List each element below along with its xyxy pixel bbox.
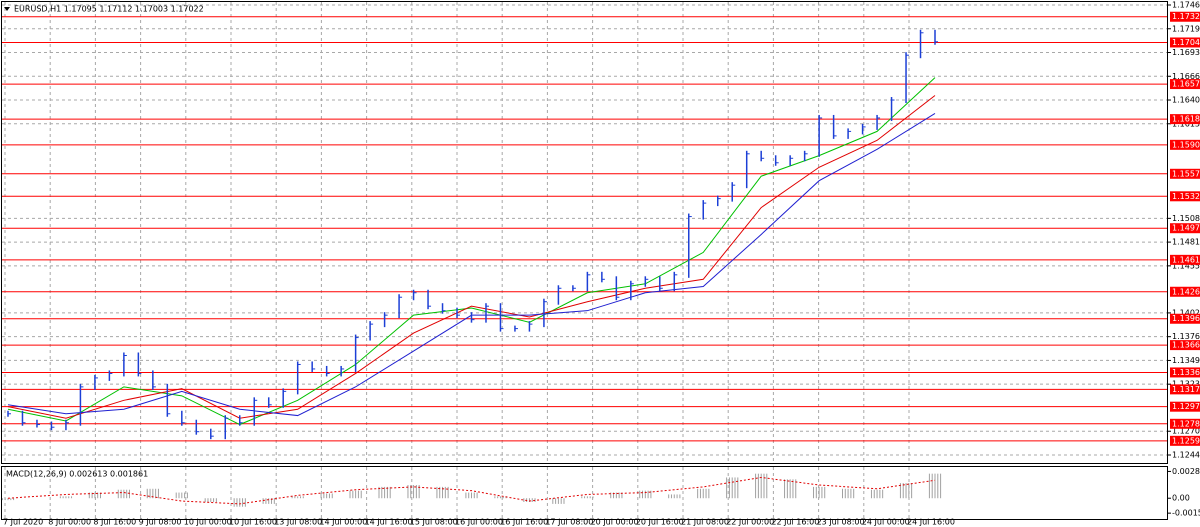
moving-average xyxy=(7,95,936,419)
level-label-box xyxy=(1170,286,1200,297)
macd-y-tick-label: 0.002837 xyxy=(1172,467,1200,476)
level-label: 1.15326 xyxy=(1172,192,1200,201)
level-label-box xyxy=(1170,418,1200,429)
level-label-box xyxy=(1170,139,1200,150)
macd-header: MACD(12,26,9) 0.002613 0.001861 xyxy=(6,470,148,479)
level-label-box xyxy=(1170,340,1200,351)
level-label-box xyxy=(1170,384,1200,395)
y-tick-label: 1.16665 xyxy=(1172,72,1200,81)
x-tick-label: 20 Jul 16:00 xyxy=(636,518,684,527)
level-label-box xyxy=(1170,435,1200,446)
x-tick-label: 15 Jul 08:00 xyxy=(410,518,458,527)
x-tick-label: 22 Jul 00:00 xyxy=(726,518,774,527)
level-label: 1.17329 xyxy=(1172,12,1200,21)
level-label-box xyxy=(1170,367,1200,378)
y-tick-label: 1.14815 xyxy=(1172,238,1200,247)
y-tick-label: 1.17460 xyxy=(1172,1,1200,10)
y-tick-label: 1.12705 xyxy=(1172,427,1200,436)
level-label: 1.12979 xyxy=(1172,402,1200,411)
level-label-box xyxy=(1170,191,1200,202)
main-pane-frame xyxy=(1,1,1168,464)
x-tick-label: 24 Jul 16:00 xyxy=(907,518,955,527)
x-tick-label: 8 Jul 16:00 xyxy=(93,518,136,527)
level-label: 1.14617 xyxy=(1172,255,1200,264)
x-tick-label: 16 Jul 00:00 xyxy=(455,518,503,527)
level-label: 1.17042 xyxy=(1172,38,1200,47)
level-label: 1.13172 xyxy=(1172,385,1200,394)
x-tick-label: 8 Jul 00:00 xyxy=(48,518,91,527)
y-tick-label: 1.16930 xyxy=(1172,48,1200,57)
macd-y-tick-label: 0.00 xyxy=(1172,494,1190,503)
y-tick-label: 1.16400 xyxy=(1172,96,1200,105)
macd-pane-frame xyxy=(1,466,1168,520)
level-label: 1.15900 xyxy=(1172,140,1200,149)
level-label-box xyxy=(1170,313,1200,324)
x-tick-label: 22 Jul 16:00 xyxy=(771,518,819,527)
x-tick-label: 9 Jul 08:00 xyxy=(139,518,182,527)
x-tick-label: 23 Jul 08:00 xyxy=(817,518,865,527)
level-label-box xyxy=(1170,223,1200,234)
x-tick-label: 7 Jul 2020 xyxy=(3,518,43,527)
level-label-box xyxy=(1170,79,1200,90)
level-label: 1.13960 xyxy=(1172,314,1200,323)
level-label: 1.16187 xyxy=(1172,115,1200,124)
x-tick-label: 10 Jul 00:00 xyxy=(184,518,232,527)
macd-signal xyxy=(7,476,936,505)
level-label: 1.12598 xyxy=(1172,436,1200,445)
level-label: 1.13666 xyxy=(1172,341,1200,350)
chart-header: EURUSD,H1 1.17095 1.17112 1.17003 1.1702… xyxy=(14,5,204,14)
x-tick-label: 10 Jul 16:00 xyxy=(229,518,277,527)
y-tick-label: 1.13230 xyxy=(1172,380,1200,389)
macd-y-tick-label: -0.00158 xyxy=(1172,509,1200,518)
level-label: 1.12788 xyxy=(1172,419,1200,428)
level-label-box xyxy=(1170,37,1200,48)
x-tick-label: 16 Jul 16:00 xyxy=(500,518,548,527)
symbol-menu-icon[interactable] xyxy=(4,7,10,11)
x-tick-label: 20 Jul 00:00 xyxy=(591,518,639,527)
level-label-box xyxy=(1170,254,1200,265)
level-label: 1.15577 xyxy=(1172,169,1200,178)
y-tick-label: 1.17195 xyxy=(1172,24,1200,33)
y-tick-label: 1.13760 xyxy=(1172,332,1200,341)
y-tick-label: 1.14550 xyxy=(1172,261,1200,270)
level-label: 1.16578 xyxy=(1172,80,1200,89)
y-tick-label: 1.13495 xyxy=(1172,356,1200,365)
x-tick-label: 14 Jul 16:00 xyxy=(365,518,413,527)
level-label-box xyxy=(1170,401,1200,412)
y-tick-label: 1.15080 xyxy=(1172,214,1200,223)
level-label-box xyxy=(1170,168,1200,179)
x-tick-label: 17 Jul 08:00 xyxy=(545,518,593,527)
level-label-box xyxy=(1170,11,1200,22)
level-label: 1.14970 xyxy=(1172,224,1200,233)
x-tick-label: 13 Jul 08:00 xyxy=(274,518,322,527)
y-tick-label: 1.14025 xyxy=(1172,308,1200,317)
x-tick-label: 24 Jul 00:00 xyxy=(862,518,910,527)
x-tick-label: 21 Jul 08:00 xyxy=(681,518,729,527)
y-tick-label: 1.12440 xyxy=(1172,451,1200,460)
level-label-box xyxy=(1170,114,1200,125)
x-tick-label: 14 Jul 00:00 xyxy=(319,518,367,527)
